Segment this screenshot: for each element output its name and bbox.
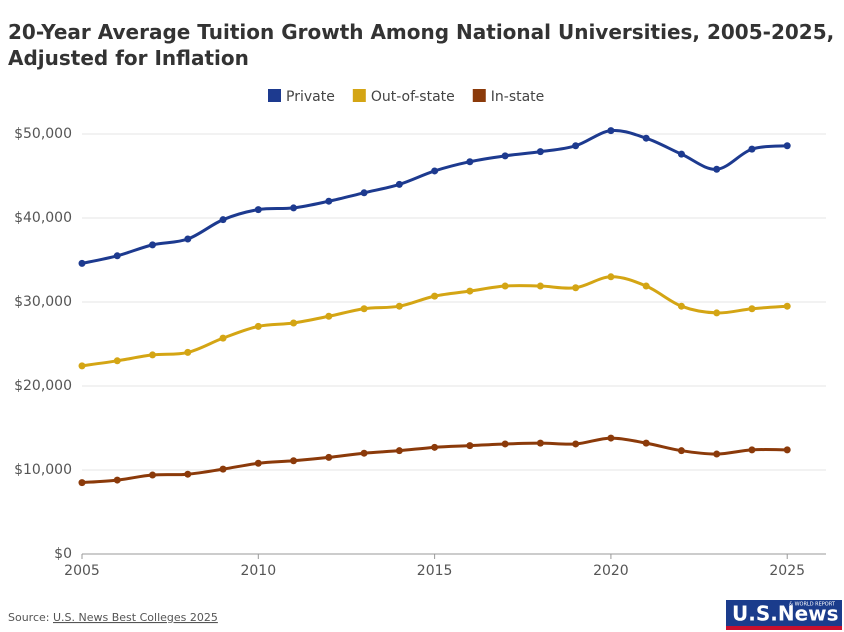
series-point <box>254 206 262 214</box>
series-point <box>466 158 474 166</box>
logo-text: U.S.News <box>732 602 839 626</box>
y-tick-label: $0 <box>54 546 72 562</box>
series-point <box>748 145 756 153</box>
y-tick-label: $30,000 <box>14 294 72 310</box>
series-point <box>395 447 403 455</box>
series-point <box>536 439 544 447</box>
series-point <box>325 312 333 320</box>
legend-swatch <box>352 89 366 102</box>
x-tick-label: 2015 <box>417 563 453 579</box>
series-point <box>325 453 333 461</box>
series-point <box>466 442 474 450</box>
series-point <box>78 362 86 370</box>
logo-tagline: & WORLD REPORT <box>789 602 836 608</box>
series-point <box>431 292 439 300</box>
series-point <box>184 235 192 243</box>
legend-label: In-state <box>491 89 545 105</box>
series-point <box>113 476 121 484</box>
series-point <box>184 470 192 478</box>
series-point <box>501 282 509 290</box>
series-point <box>149 241 157 249</box>
series-point <box>395 180 403 188</box>
series-point <box>783 142 791 150</box>
series-point <box>219 334 227 342</box>
x-tick-label: 2025 <box>769 563 805 579</box>
series-point <box>748 305 756 313</box>
series-point <box>149 351 157 359</box>
series-point <box>607 127 615 135</box>
y-tick-label: $40,000 <box>14 210 72 226</box>
series-point <box>783 302 791 310</box>
series-point <box>607 273 615 281</box>
series-point <box>713 309 721 317</box>
series-point <box>431 167 439 175</box>
legend-label: Out-of-state <box>371 89 455 105</box>
legend-swatch <box>268 89 281 102</box>
series-point <box>149 471 157 479</box>
series-point <box>677 302 685 310</box>
series-point <box>184 348 192 356</box>
series-point <box>783 446 791 454</box>
series-line <box>81 128 788 265</box>
series-point <box>395 302 403 310</box>
chart-title: Adjusted for Inflation <box>8 46 249 70</box>
legend-label: Private <box>286 89 335 105</box>
series-point <box>466 287 474 295</box>
series-point <box>290 319 298 327</box>
x-tick-label: 2010 <box>240 563 276 579</box>
series-point <box>113 357 121 365</box>
series-point <box>219 465 227 473</box>
series-point <box>78 479 86 487</box>
series-point <box>607 434 615 442</box>
series-point <box>501 440 509 448</box>
x-tick-label: 2005 <box>64 563 100 579</box>
legend-swatch <box>472 89 486 102</box>
logo-box <box>726 600 842 626</box>
series-point <box>713 450 721 458</box>
series-point <box>536 282 544 290</box>
series-point <box>325 197 333 205</box>
series-point <box>642 439 650 447</box>
series-point <box>572 284 580 292</box>
y-tick-label: $20,000 <box>14 378 72 394</box>
series-point <box>748 446 756 454</box>
series-point <box>290 457 298 465</box>
x-tick-label: 2020 <box>593 563 629 579</box>
logo-stripe <box>726 626 842 630</box>
series-point <box>642 282 650 290</box>
series-point <box>713 165 721 173</box>
series-point <box>536 148 544 156</box>
y-tick-label: $50,000 <box>14 126 72 142</box>
series-point <box>360 305 368 313</box>
series-point <box>431 443 439 451</box>
series-point <box>677 447 685 455</box>
series-point <box>360 449 368 457</box>
series-point <box>572 142 580 150</box>
chart-title: 20-Year Average Tuition Growth Among Nat… <box>8 20 834 44</box>
series-point <box>642 134 650 142</box>
series-point <box>78 259 86 267</box>
series-point <box>360 189 368 197</box>
series-point <box>219 216 227 224</box>
series-point <box>254 459 262 467</box>
source-label: Source: <box>8 611 50 624</box>
series-point <box>572 440 580 448</box>
series-point <box>501 152 509 160</box>
series-point <box>254 322 262 330</box>
source-link[interactable]: U.S. News Best Colleges 2025 <box>53 611 218 624</box>
series-point <box>290 204 298 212</box>
series-point <box>113 252 121 260</box>
series-point <box>677 150 685 158</box>
y-tick-label: $10,000 <box>14 462 72 478</box>
